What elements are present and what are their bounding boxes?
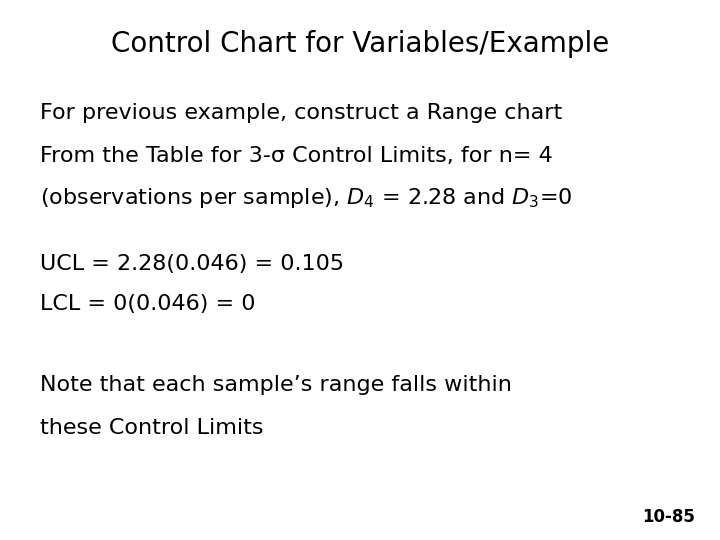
Text: From the Table for 3-σ Control Limits, for n= 4: From the Table for 3-σ Control Limits, f… xyxy=(40,146,552,166)
Text: Note that each sample’s range falls within: Note that each sample’s range falls with… xyxy=(40,375,511,395)
Text: these Control Limits: these Control Limits xyxy=(40,418,263,438)
Text: Control Chart for Variables/Example: Control Chart for Variables/Example xyxy=(111,30,609,58)
Text: LCL = 0(0.046) = 0: LCL = 0(0.046) = 0 xyxy=(40,294,255,314)
Text: 10-85: 10-85 xyxy=(642,509,695,526)
Text: UCL = 2.28(0.046) = 0.105: UCL = 2.28(0.046) = 0.105 xyxy=(40,254,343,274)
Text: For previous example, construct a Range chart: For previous example, construct a Range … xyxy=(40,103,562,123)
Text: (observations per sample), $\mathit{D}_4$ = 2.28 and $\mathit{D}_3$=0: (observations per sample), $\mathit{D}_4… xyxy=(40,186,572,210)
